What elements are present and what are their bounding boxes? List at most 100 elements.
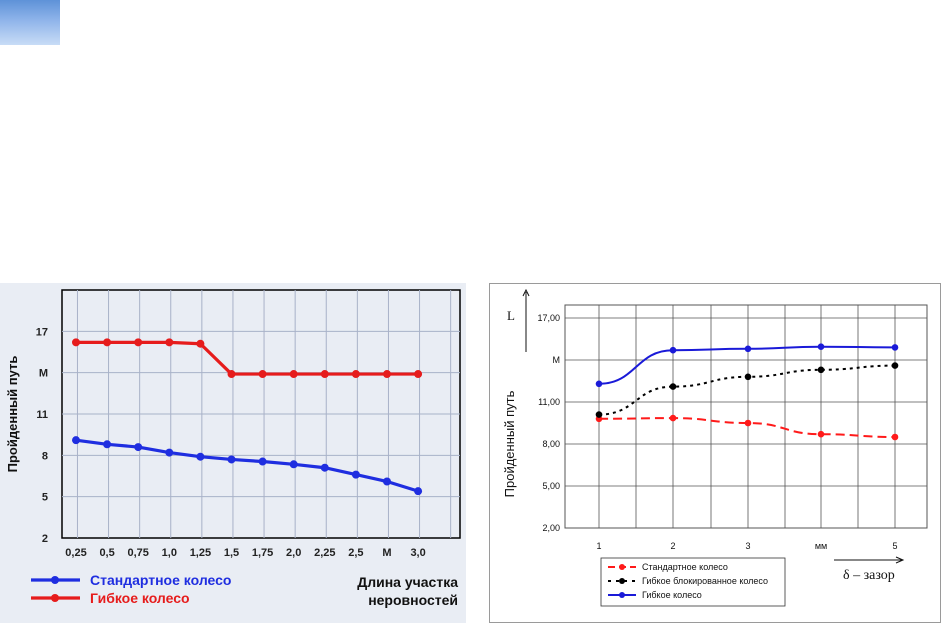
- left-series-1-point: [196, 339, 205, 348]
- right-x-arrow-head: [895, 556, 905, 564]
- right-legend-marker: [619, 578, 625, 584]
- left-series-0-point: [258, 457, 267, 466]
- right-line-chart: 2,00 5,00 8,00 11,00 М 17,00 1 2 3 мм 5 L Пройден…: [489, 283, 941, 623]
- left-x-tick-label: 0,75: [127, 547, 148, 559]
- left-x-tick-label: 0,25: [65, 547, 86, 559]
- right-plot-area: [564, 304, 928, 529]
- right-series-group: [595, 343, 899, 441]
- right-chart-svg: 2,00 5,00 8,00 11,00 М 17,00 1 2 3 мм 5 L Пройден…: [502, 288, 928, 607]
- left-x-tick-label: 1,5: [224, 547, 239, 559]
- left-series-1-point: [134, 338, 143, 347]
- right-y-tick-label: 17,00: [537, 313, 560, 323]
- right-y-axis-symbol: L: [507, 308, 515, 323]
- left-y-tick-label: 11: [36, 409, 48, 421]
- left-x-tick-label: 2,5: [348, 547, 363, 559]
- right-legend-marker: [619, 592, 625, 598]
- right-legend-label: Стандартное колесо: [642, 562, 728, 572]
- left-series-1-point: [227, 370, 236, 379]
- left-x-axis-label-line2: неровностей: [368, 592, 458, 608]
- left-chart-svg: 2 5 8 11 М 17 0,25 0,5 0,75 1,0 1,25 1,5 1,75 2,0 2,2…: [5, 289, 461, 608]
- right-x-axis-label: δ – зазор: [843, 568, 895, 583]
- left-series-1-point: [320, 370, 329, 379]
- left-series-line-0: [75, 438, 419, 493]
- left-x-tick-label: 2,25: [314, 547, 335, 559]
- right-series-1-point: [669, 383, 677, 390]
- left-y-tick-label: 8: [42, 450, 48, 462]
- left-x-axis-label-line1: Длина участка: [357, 574, 458, 590]
- left-series-1-point: [414, 370, 423, 379]
- left-series-0-point: [320, 463, 329, 472]
- left-series-0-point: [351, 470, 360, 479]
- right-series-0-point: [744, 419, 752, 427]
- left-y-tick-label: М: [39, 368, 48, 380]
- left-x-tick-label: 1,25: [190, 547, 211, 559]
- left-series-group: [72, 338, 423, 496]
- right-series-2-point: [744, 345, 752, 353]
- left-grid: [62, 290, 460, 538]
- right-x-tick-label: 3: [745, 541, 750, 551]
- left-y-ticks: 2 5 8 11 М 17: [36, 326, 48, 545]
- left-y-tick-label: 17: [36, 326, 48, 338]
- right-y-tick-label: 11,00: [538, 397, 560, 407]
- right-x-tick-label: мм: [815, 541, 827, 551]
- right-series-1-point: [744, 373, 752, 381]
- left-legend: Стандартное колесо Гибкое колесо: [31, 572, 231, 606]
- corner-blue-square: [0, 0, 60, 45]
- right-x-tick-label: 2: [670, 541, 675, 551]
- left-series-0-point: [196, 452, 205, 461]
- left-series-0-point: [165, 448, 174, 457]
- left-series-0-point: [134, 443, 143, 452]
- left-legend-marker: [51, 576, 59, 584]
- right-series-line-0: [598, 417, 896, 438]
- right-y-tick-label: 2,00: [542, 523, 560, 533]
- right-series-2-point: [891, 344, 899, 351]
- right-x-tick-label: 5: [892, 541, 897, 551]
- left-x-ticks: 0,25 0,5 0,75 1,0 1,25 1,5 1,75 2,0 2,25 2,5 М 3,0: [65, 547, 425, 559]
- left-series-0-point: [289, 460, 298, 469]
- right-series-1-point: [595, 411, 603, 418]
- left-series-0-point: [103, 440, 112, 449]
- left-y-axis-label: Пройденный путь: [5, 356, 20, 473]
- left-series-1-point: [383, 370, 391, 379]
- left-line-chart: 2 5 8 11 М 17 0,25 0,5 0,75 1,0 1,25 1,5 1,75 2,0 2,2…: [0, 283, 466, 623]
- right-y-tick-label: 8,00: [542, 439, 560, 449]
- right-series-0-point: [817, 430, 825, 438]
- left-series-1-point: [258, 370, 267, 379]
- right-y-axis-label: Пройденный путь: [502, 390, 517, 497]
- right-series-0-point: [891, 433, 899, 441]
- right-y-arrow-head: [522, 288, 530, 297]
- right-legend: Стандартное колесо Гибкое блокированное к…: [600, 557, 786, 607]
- left-series-0-point: [72, 436, 80, 445]
- left-y-tick-label: 5: [42, 492, 48, 504]
- right-y-tick-label: 5,00: [542, 481, 560, 491]
- left-series-1-point: [103, 338, 112, 347]
- right-legend-marker: [619, 564, 625, 570]
- right-series-1-point: [891, 362, 899, 369]
- right-series-0-point: [669, 414, 677, 422]
- right-x-ticks: 1 2 3 мм 5: [596, 541, 897, 551]
- left-x-tick-label: М: [382, 547, 391, 559]
- right-series-2-point: [669, 346, 677, 354]
- right-x-tick-label: 1: [596, 541, 601, 551]
- left-legend-label: Стандартное колесо: [90, 572, 231, 588]
- left-series-0-point: [414, 487, 423, 496]
- left-legend-marker: [51, 594, 59, 602]
- left-series-1-point: [289, 370, 298, 379]
- right-series-2-point: [817, 343, 825, 350]
- left-series-0-point: [383, 477, 391, 486]
- left-x-tick-label: 2,0: [286, 547, 301, 559]
- right-y-tick-label: М: [553, 355, 561, 365]
- left-x-tick-label: 0,5: [99, 547, 114, 559]
- right-y-ticks: 2,00 5,00 8,00 11,00 М 17,00: [537, 313, 560, 533]
- left-series-1-point: [351, 370, 360, 379]
- left-series-0-point: [227, 455, 236, 464]
- left-x-tick-label: 3,0: [410, 547, 425, 559]
- left-legend-label: Гибкое колесо: [90, 590, 190, 606]
- left-series-1-point: [72, 338, 80, 347]
- left-y-tick-label: 2: [42, 533, 48, 545]
- right-series-2-point: [595, 380, 603, 388]
- right-series-1-point: [817, 366, 825, 374]
- right-grid: [565, 305, 927, 529]
- right-legend-label: Гибкое блокированное колесо: [642, 576, 768, 586]
- right-legend-label: Гибкое колесо: [642, 590, 702, 600]
